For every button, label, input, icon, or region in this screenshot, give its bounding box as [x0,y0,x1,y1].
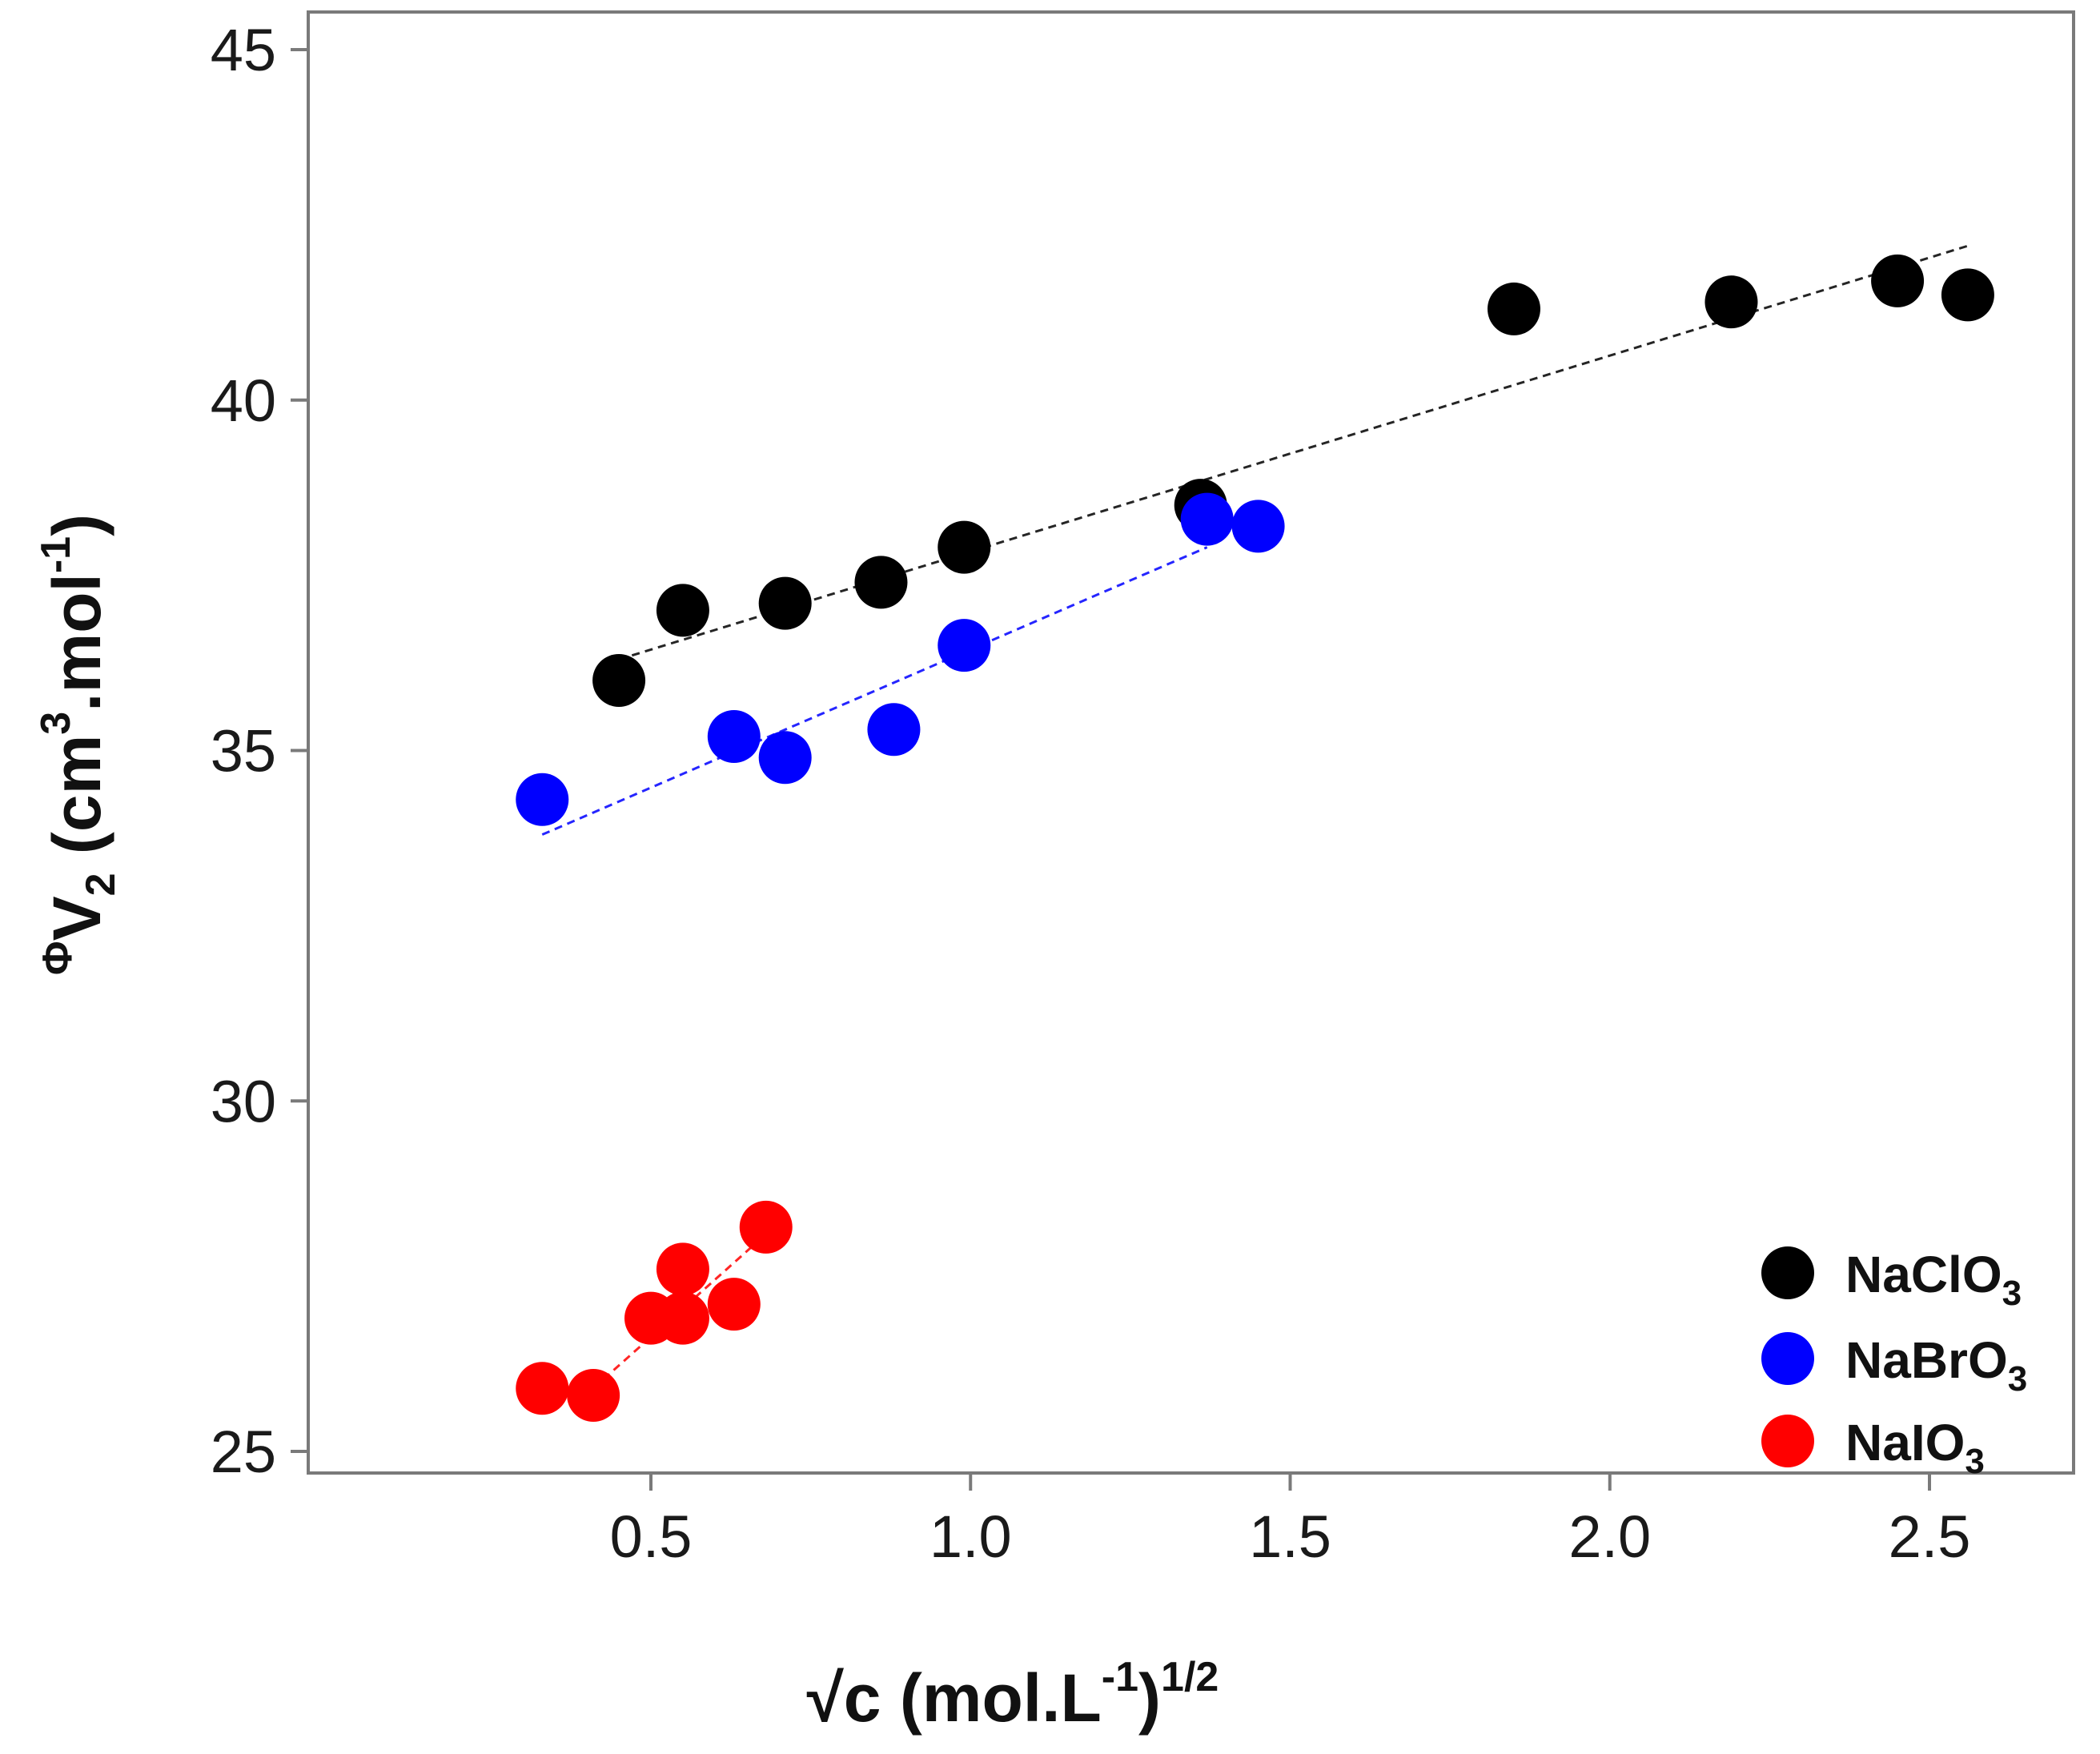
data-point-naclo3 [592,653,646,707]
legend-marker-nabro3 [1761,1332,1814,1385]
data-point-naclo3 [854,556,908,609]
x-axis-title: √c (mol.L-1)1/2 [807,1654,1219,1736]
y-axis-title: ΦV2 (cm3.mol-1) [33,514,124,975]
data-point-naio3 [656,1291,709,1345]
y-axis-title-sup1: 3 [33,712,79,735]
legend-label-naclo3-name: NaClO [1845,1246,2002,1303]
fit-line-naclo3 [618,244,1969,661]
x-axis-title-sup2: 1/2 [1161,1654,1219,1700]
legend-label-naio3-sub: 3 [1965,1442,1984,1481]
data-point-naio3 [567,1368,620,1422]
x-tick-label: 1.5 [1249,1503,1331,1570]
y-tick-label: 40 [211,367,276,434]
x-tick-label: 0.5 [610,1503,693,1570]
data-point-nabro3 [758,731,812,785]
data-point-nabro3 [938,619,991,672]
legend-label-naclo3-sub: 3 [2002,1274,2022,1313]
y-axis-title-sub: 2 [78,873,124,896]
x-tick-label: 1.0 [930,1503,1012,1570]
y-tick-label: 25 [211,1419,276,1485]
plot-frame [307,10,2075,1475]
legend-label-naclo3: NaClO3 [1845,1246,2022,1313]
y-tick-label: 30 [211,1068,276,1134]
legend-label-nabro3-sub: 3 [2008,1359,2027,1399]
data-point-naclo3 [656,584,709,637]
legend: NaClO3 NaBrO3 NaIO3 [1761,1246,2027,1481]
legend-label-nabro3-name: NaBrO [1845,1331,2008,1389]
y-axis-title-sup2: -1 [33,536,79,573]
y-axis-title-prefix: Φ [34,941,81,975]
y-tick-label: 45 [211,17,276,83]
data-point-nabro3 [867,703,921,757]
data-point-naclo3 [1487,282,1540,335]
legend-label-naio3: NaIO3 [1845,1414,1985,1481]
legend-marker-naclo3 [1761,1246,1814,1299]
data-point-nabro3 [707,709,761,763]
y-axis-title-unit: (cm [39,735,114,873]
x-axis-title-main: √c (mol.L [807,1660,1102,1736]
legend-label-naio3-name: NaIO [1845,1414,1965,1471]
data-point-naio3 [656,1242,709,1296]
data-point-naclo3 [938,520,991,574]
data-point-nabro3 [516,773,569,826]
y-axis-title-main: V [39,896,114,941]
data-point-nabro3 [1180,492,1234,546]
y-axis-title-end: ) [39,514,114,536]
x-tick-label: 2.0 [1568,1503,1651,1570]
data-point-naio3 [739,1200,793,1254]
data-points [516,254,1994,1422]
y-tick-label: 35 [211,718,276,785]
legend-marker-naio3 [1761,1415,1814,1467]
legend-entry-naio3: NaIO3 [1761,1414,1985,1481]
data-point-naclo3 [1871,254,1925,307]
data-point-naio3 [707,1278,761,1331]
legend-entry-nabro3: NaBrO3 [1761,1331,2027,1399]
axis-ticks: 25 30 35 40 45 0.5 1.0 1.5 2.0 2.5 [211,17,1971,1570]
data-point-naclo3 [1704,275,1758,329]
legend-entry-naclo3: NaClO3 [1761,1246,2022,1313]
fit-line-nabro3 [541,546,1208,836]
data-point-naclo3 [1941,268,1994,322]
x-tick-label: 2.5 [1889,1503,1971,1570]
data-point-naclo3 [758,576,812,630]
y-axis-title-mid: .mol [39,573,114,712]
legend-label-nabro3: NaBrO3 [1845,1331,2027,1399]
data-point-naio3 [516,1362,569,1415]
x-axis-title-mid: ) [1138,1660,1161,1736]
data-point-nabro3 [1231,500,1285,553]
x-axis-title-sup1: -1 [1102,1654,1138,1700]
